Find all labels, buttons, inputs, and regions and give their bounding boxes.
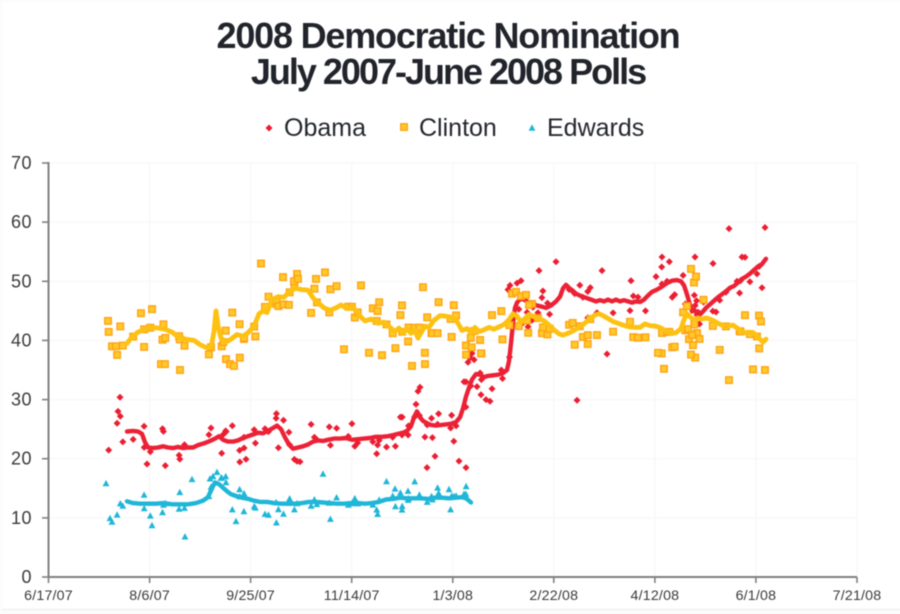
svg-text:0: 0 <box>21 567 32 587</box>
svg-text:1/3/08: 1/3/08 <box>432 588 473 604</box>
svg-text:11/14/07: 11/14/07 <box>324 588 380 604</box>
svg-text:4/12/08: 4/12/08 <box>631 588 680 604</box>
svg-text:Clinton: Clinton <box>419 114 497 142</box>
svg-text:8/6/07: 8/6/07 <box>129 588 170 604</box>
svg-text:Edwards: Edwards <box>547 114 644 142</box>
svg-text:2/22/08: 2/22/08 <box>529 588 578 604</box>
svg-text:40: 40 <box>11 330 32 350</box>
svg-text:9/25/07: 9/25/07 <box>226 588 275 604</box>
svg-text:60: 60 <box>11 212 32 232</box>
svg-text:30: 30 <box>11 390 32 410</box>
svg-text:6/17/07: 6/17/07 <box>24 588 73 604</box>
svg-text:70: 70 <box>11 153 32 173</box>
svg-text:Obama: Obama <box>284 114 366 142</box>
svg-text:6/1/08: 6/1/08 <box>736 588 777 604</box>
svg-text:July 2007-June 2008 Polls: July 2007-June 2008 Polls <box>251 51 646 92</box>
svg-text:7/21/08: 7/21/08 <box>833 588 882 604</box>
svg-text:2008 Democratic Nomination: 2008 Democratic Nomination <box>217 15 680 56</box>
svg-text:10: 10 <box>11 508 32 528</box>
svg-text:20: 20 <box>11 449 32 469</box>
svg-text:50: 50 <box>11 271 32 291</box>
